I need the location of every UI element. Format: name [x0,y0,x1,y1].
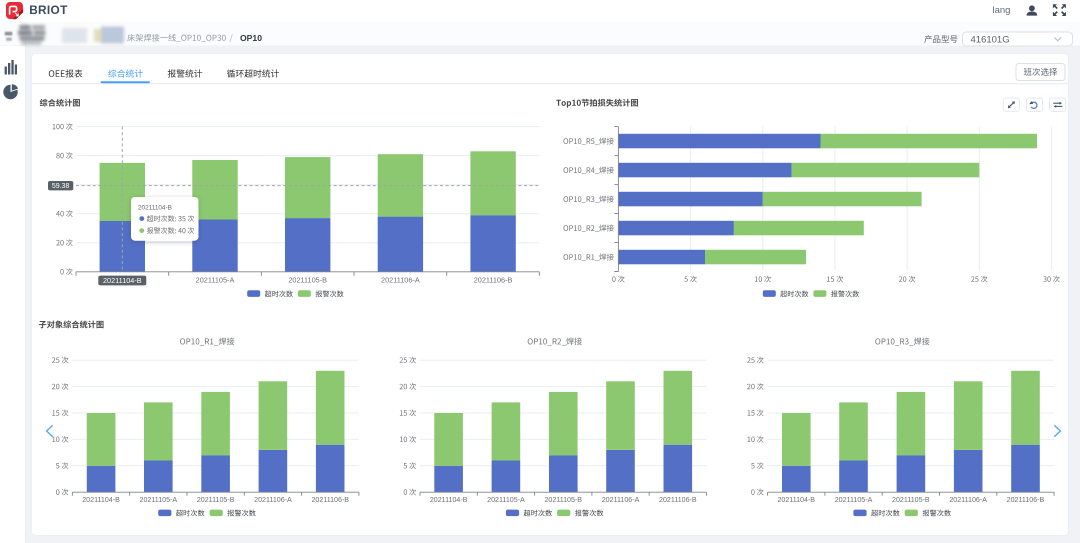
svg-text:20211106-A: 20211106-A [381,275,420,284]
svg-text:59.38: 59.38 [52,183,70,190]
svg-text:BRIOT: BRIOT [29,3,68,17]
svg-text:20211106-A: 20211106-A [602,496,640,504]
svg-text:20211106-B: 20211106-B [311,496,349,504]
svg-text:20211106-B: 20211106-B [659,496,697,504]
svg-text:20211106-B: 20211106-B [1007,496,1045,504]
svg-text:20211105-A: 20211105-A [196,275,235,284]
svg-text:20211105-B: 20211105-B [892,496,930,504]
svg-text:20211104-B: 20211104-B [82,496,120,504]
svg-text:20211105-B: 20211105-B [288,275,327,284]
svg-text:20211105-B: 20211105-B [544,496,582,504]
svg-text:20211106-A: 20211106-A [949,496,987,504]
svg-text:20211104-B: 20211104-B [138,204,172,211]
svg-text:20211105-B: 20211105-B [197,496,235,504]
svg-text:20211104-B: 20211104-B [430,496,468,504]
svg-text:lang: lang [993,5,1011,16]
svg-text:20211106-A: 20211106-A [254,496,292,504]
svg-text:20211105-A: 20211105-A [140,496,178,504]
svg-text:20211105-A: 20211105-A [487,496,525,504]
svg-text:20211104-B: 20211104-B [777,496,815,504]
svg-text:OP10: OP10 [240,33,262,43]
svg-text:20211104-B: 20211104-B [103,276,142,285]
svg-text:20211106-B: 20211106-B [474,275,513,284]
svg-text:416101G: 416101G [971,34,1010,45]
svg-text:20211105-A: 20211105-A [835,496,873,504]
